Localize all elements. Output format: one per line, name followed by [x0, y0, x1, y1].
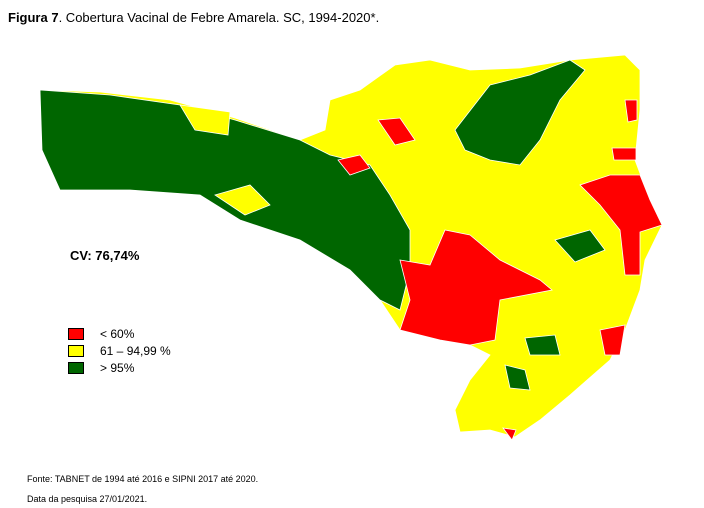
title-text: . Cobertura Vacinal de Febre Amarela. SC…: [58, 10, 380, 25]
legend: < 60% 61 – 94,99 % > 95%: [68, 325, 171, 376]
region-green: [504, 364, 531, 391]
legend-swatch: [68, 344, 84, 357]
legend-label: > 95%: [100, 360, 135, 375]
region-red: [624, 99, 638, 123]
region-red: [579, 174, 663, 276]
legend-label: < 60%: [100, 326, 135, 341]
region-red: [611, 147, 637, 161]
region-red: [599, 324, 626, 356]
region-red: [377, 117, 416, 146]
region-red: [502, 427, 517, 441]
coverage-label: CV: 76,74%: [70, 248, 140, 263]
legend-swatch: [68, 327, 84, 340]
region-red: [337, 154, 371, 176]
region-green: [454, 59, 586, 166]
region-yellow: [179, 104, 231, 136]
legend-entry: 61 – 94,99 %: [68, 342, 171, 359]
region-green: [524, 334, 561, 356]
title: Figura 7. Cobertura Vacinal de Febre Ama…: [8, 10, 379, 25]
figure-label: Figura 7: [8, 10, 59, 25]
legend-entry: > 95%: [68, 359, 171, 376]
legend-swatch: [68, 361, 84, 374]
legend-entry: < 60%: [68, 325, 171, 342]
region-green: [554, 229, 606, 263]
region-yellow: [214, 184, 271, 216]
region-red: [399, 229, 553, 346]
source-note: Fonte: TABNET de 1994 até 2016 e SIPNI 2…: [27, 474, 259, 484]
legend-label: 61 – 94,99 %: [100, 343, 171, 358]
date-note: Data da pesquisa 27/01/2021.: [27, 494, 148, 504]
